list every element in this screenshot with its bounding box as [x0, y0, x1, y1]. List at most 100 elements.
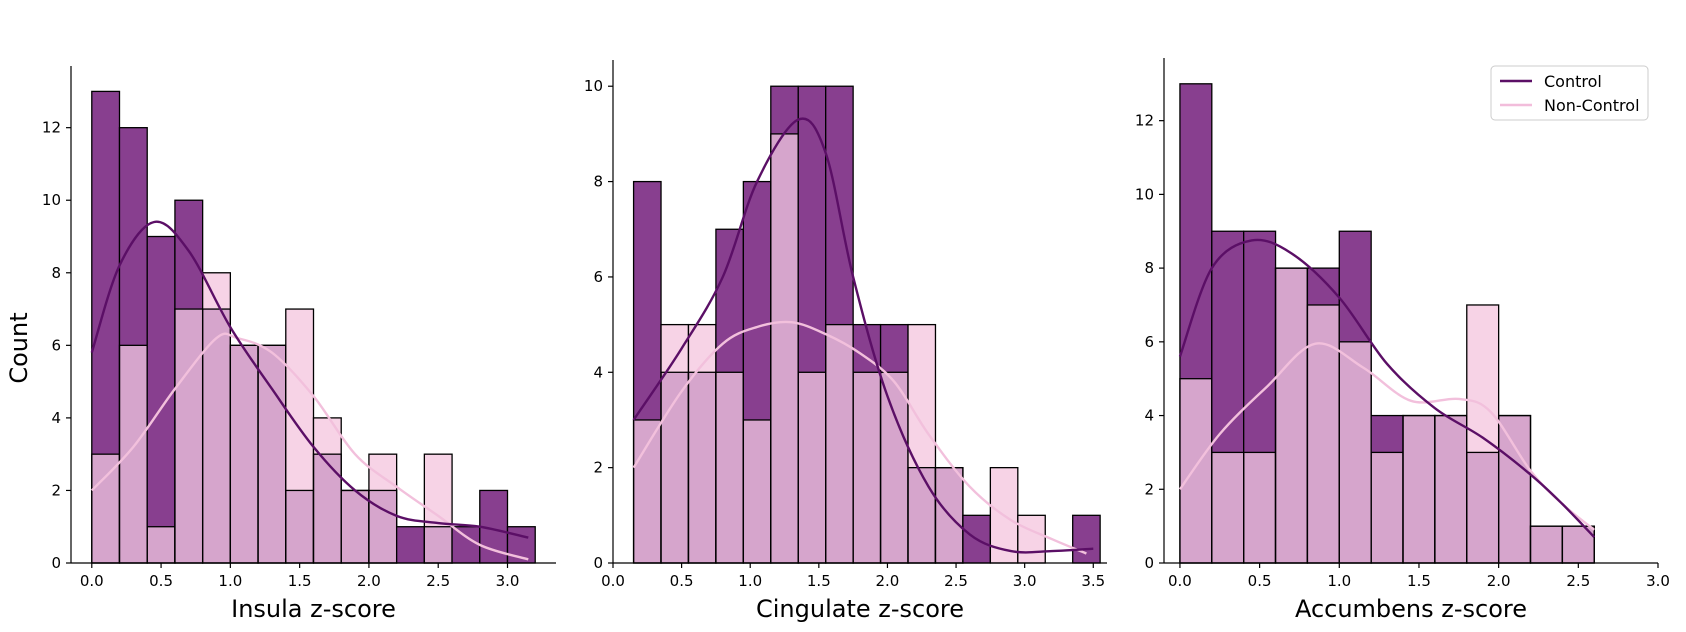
y-tick-label: 4 — [593, 363, 603, 381]
control-bar-3 — [174, 200, 203, 310]
control-bar-7 — [825, 86, 854, 325]
noncontrol-bar-7 — [285, 309, 314, 491]
x-tick-label: 1.5 — [807, 572, 831, 590]
overlap-bar-10 — [368, 490, 397, 563]
y-tick-label: 4 — [1144, 407, 1154, 425]
noncontrol-bar-1 — [661, 324, 689, 373]
y-tick-label: 10 — [42, 191, 61, 209]
overlap-bar-5 — [1339, 341, 1372, 563]
overlap-bar-4 — [202, 309, 231, 563]
control-bar-0 — [1179, 83, 1212, 379]
y-tick-label: 6 — [593, 268, 603, 286]
x-tick-label: 3.5 — [1081, 572, 1105, 590]
panel-1: 0.0 0.5 1.0 1.5 2.0 2.5 3.0 0 2 4 6 8 10 12 Insula z-s… — [42, 66, 556, 623]
noncontrol-bar-9 — [1466, 304, 1499, 453]
overlap-bar-5 — [770, 133, 799, 564]
legend: Control Non-Control — [1490, 65, 1649, 121]
control-bar-4 — [743, 181, 771, 420]
overlap-bar-3 — [1275, 268, 1308, 563]
x-tick-label: 0.0 — [601, 572, 625, 590]
overlap-bar-11 — [1530, 526, 1563, 563]
overlap-bar-8 — [1434, 415, 1467, 563]
x-tick-label: 1.0 — [218, 572, 242, 590]
x-axis-label: Cingulate z-score — [756, 595, 964, 623]
control-bar-9 — [880, 324, 909, 373]
control-kde-line — [632, 117, 1094, 554]
panel-2: 0.0 0.5 1.0 1.5 2.0 2.5 3.0 3.5 0 2 4 6 8 10 Cingulate… — [584, 60, 1107, 623]
x-tick-label: 3.0 — [1013, 572, 1037, 590]
legend-label: Non-Control — [1544, 96, 1640, 115]
overlap-bar-1 — [1211, 452, 1244, 563]
x-tick-label: 0.5 — [149, 572, 173, 590]
overlap-bar-7 — [825, 324, 854, 563]
x-tick-label: 0.5 — [1248, 572, 1272, 590]
x-tick-label: 1.0 — [1327, 572, 1351, 590]
control-bar-0 — [633, 181, 662, 420]
y-tick-label: 10 — [584, 77, 603, 95]
control-bar-13 — [452, 526, 480, 563]
x-tick-label: 2.5 — [426, 572, 450, 590]
overlap-bar-3 — [715, 372, 744, 563]
overlap-bar-10 — [1498, 415, 1531, 563]
y-tick-label: 12 — [1135, 112, 1154, 130]
overlap-bar-6 — [798, 372, 826, 563]
overlap-bar-1 — [661, 372, 689, 563]
control-bar-2 — [1243, 231, 1276, 453]
overlap-bar-3 — [174, 309, 203, 563]
x-tick-label: 0.0 — [1168, 572, 1192, 590]
noncontrol-kde-line — [90, 332, 529, 561]
y-tick-label: 10 — [1135, 185, 1154, 203]
x-tick-label: 1.0 — [738, 572, 762, 590]
control-bar-5 — [770, 86, 799, 134]
x-tick-label: 0.5 — [670, 572, 694, 590]
x-tick-label: 1.5 — [288, 572, 312, 590]
y-tick-label: 0 — [593, 554, 603, 572]
y-tick-label: 12 — [42, 119, 61, 137]
legend-label: Control — [1544, 72, 1602, 91]
overlap-bar-0 — [633, 419, 662, 563]
y-tick-label: 0 — [1144, 554, 1154, 572]
x-tick-label: 2.5 — [1566, 572, 1590, 590]
overlap-bar-9 — [1466, 452, 1499, 563]
overlap-bar-0 — [1179, 378, 1212, 563]
x-tick-label: 2.0 — [876, 572, 900, 590]
control-bar-0 — [91, 91, 120, 455]
control-bar-1 — [119, 127, 148, 346]
overlap-bar-8 — [313, 454, 342, 563]
overlap-bar-9 — [341, 490, 369, 563]
overlap-bar-1 — [119, 345, 148, 563]
noncontrol-bar-8 — [313, 417, 342, 455]
control-bar-5 — [1339, 231, 1372, 342]
overlap-bar-12 — [424, 526, 453, 563]
legend-box — [1490, 65, 1649, 121]
y-tick-label: 0 — [51, 554, 61, 572]
y-tick-label: 2 — [1144, 480, 1154, 498]
overlap-bar-9 — [880, 372, 909, 563]
overlap-bar-4 — [743, 419, 771, 563]
x-tick-label: 0.0 — [80, 572, 104, 590]
overlap-bar-5 — [230, 345, 259, 563]
noncontrol-bar-14 — [1017, 515, 1046, 563]
control-bar-6 — [1371, 415, 1404, 453]
overlap-bar-8 — [853, 372, 881, 563]
overlap-bar-2 — [147, 526, 175, 563]
panel-3: 0.0 0.5 1.0 1.5 2.0 2.5 3.0 0 2 4 6 8 10 12 Accumbens … — [1135, 58, 1670, 623]
overlap-bar-6 — [258, 345, 286, 563]
control-bar-2 — [147, 236, 175, 527]
x-axis-label: Insula z-score — [231, 595, 396, 623]
control-bar-3 — [715, 229, 744, 373]
noncontrol-bar-10 — [908, 324, 936, 468]
y-tick-label: 4 — [51, 409, 61, 427]
control-bar-11 — [396, 526, 425, 563]
x-tick-label: 1.5 — [1407, 572, 1431, 590]
x-tick-label: 2.0 — [1487, 572, 1511, 590]
y-tick-label: 6 — [1144, 333, 1154, 351]
noncontrol-kde-line — [632, 320, 1087, 555]
control-kde-line — [1178, 238, 1596, 539]
control-bar-1 — [1211, 231, 1244, 453]
overlap-bar-7 — [1403, 415, 1435, 563]
overlap-bar-0 — [91, 454, 120, 563]
overlap-bar-10 — [908, 467, 936, 563]
y-tick-label: 8 — [1144, 259, 1154, 277]
